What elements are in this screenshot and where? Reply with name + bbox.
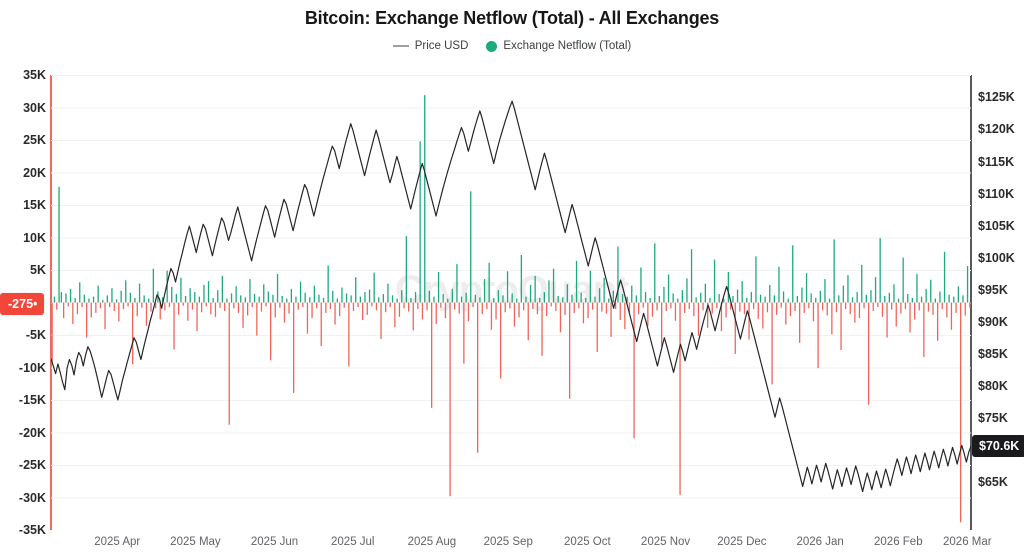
right-tick-label: $125K: [978, 90, 1015, 105]
left-tick-label: 10K: [23, 230, 46, 245]
left-tick-label: 30K: [23, 100, 46, 115]
left-tick-label: -5K: [25, 328, 46, 342]
left-tick-label: -15K: [18, 393, 46, 407]
line-marker-icon: [392, 45, 409, 47]
left-tick-label: 20K: [23, 165, 46, 180]
left-tick-label: 25K: [23, 133, 46, 147]
right-tick-label: $85K: [978, 346, 1008, 361]
legend-label-price: Price USD: [414, 40, 469, 52]
left-tick-label: -25K: [18, 458, 46, 472]
x-tick-label: 2025 Dec: [717, 536, 767, 548]
x-tick-label: 2025 Oct: [564, 536, 611, 548]
right-tick-label: $100K: [978, 250, 1015, 265]
x-tick-label: 2026 Mar: [943, 536, 992, 548]
left-tick-label: 35K: [23, 68, 46, 82]
left-tick-label: 5K: [30, 263, 46, 277]
legend-item-netflow[interactable]: Exchange Netflow (Total): [486, 40, 631, 52]
dot-marker-icon: [486, 40, 498, 52]
x-tick-label: 2025 Jul: [331, 536, 375, 548]
x-tick-label: 2026 Jan: [796, 536, 844, 548]
x-tick-label: 2025 Jun: [250, 536, 299, 548]
x-tick-label: 2025 Nov: [640, 536, 691, 548]
x-tick-label: 2025 Aug: [407, 536, 457, 548]
left-tick-label: -10K: [18, 360, 46, 375]
right-tick-label: $90K: [978, 314, 1008, 329]
left-tick-label: 15K: [23, 198, 46, 212]
page-title: Bitcoin: Exchange Netflow (Total) - All …: [304, 8, 720, 28]
x-tick-label: 2026 Feb: [874, 536, 923, 548]
legend-item-price[interactable]: Price USD: [392, 40, 469, 52]
netflow-bars: [51, 95, 971, 523]
right-axis-ticks: $125K $120K $115K $110K $105K $100K $95K $90K $8…: [978, 0, 1024, 553]
plot-area[interactable]: [51, 75, 971, 530]
right-tick-label: $95K: [978, 282, 1008, 297]
x-tick-label: 2025 Sep: [483, 536, 533, 548]
price-value-badge: $70.6K: [972, 435, 1024, 458]
left-axis-ticks: 35K 30K 25K 20K 15K 10K 5K -5K -10K -15K -20K -25K -…: [0, 0, 46, 553]
gridlines: [51, 75, 971, 499]
right-tick-label: $65K: [978, 474, 1008, 489]
legend-label-netflow: Exchange Netflow (Total): [503, 40, 632, 52]
x-tick-label: 2025 Apr: [94, 536, 141, 548]
left-tick-label: -20K: [18, 425, 46, 440]
right-tick-label: $120K: [978, 122, 1015, 137]
right-tick-label: $75K: [978, 410, 1008, 425]
right-axis-spine: [970, 75, 972, 530]
x-tick-label: 2025 May: [170, 536, 221, 548]
right-tick-label: $80K: [978, 378, 1008, 393]
legend: Price USD Exchange Netflow (Total): [0, 40, 1024, 52]
left-tick-label: -30K: [18, 490, 46, 505]
right-tick-label: $110K: [978, 186, 1015, 201]
left-tick-label: -35K: [18, 523, 46, 537]
price-line: [51, 100, 971, 493]
netflow-value-badge: -275•: [0, 293, 45, 316]
right-tick-label: $115K: [978, 154, 1015, 169]
right-tick-label: $105K: [978, 218, 1015, 233]
plot-svg: [51, 75, 971, 523]
